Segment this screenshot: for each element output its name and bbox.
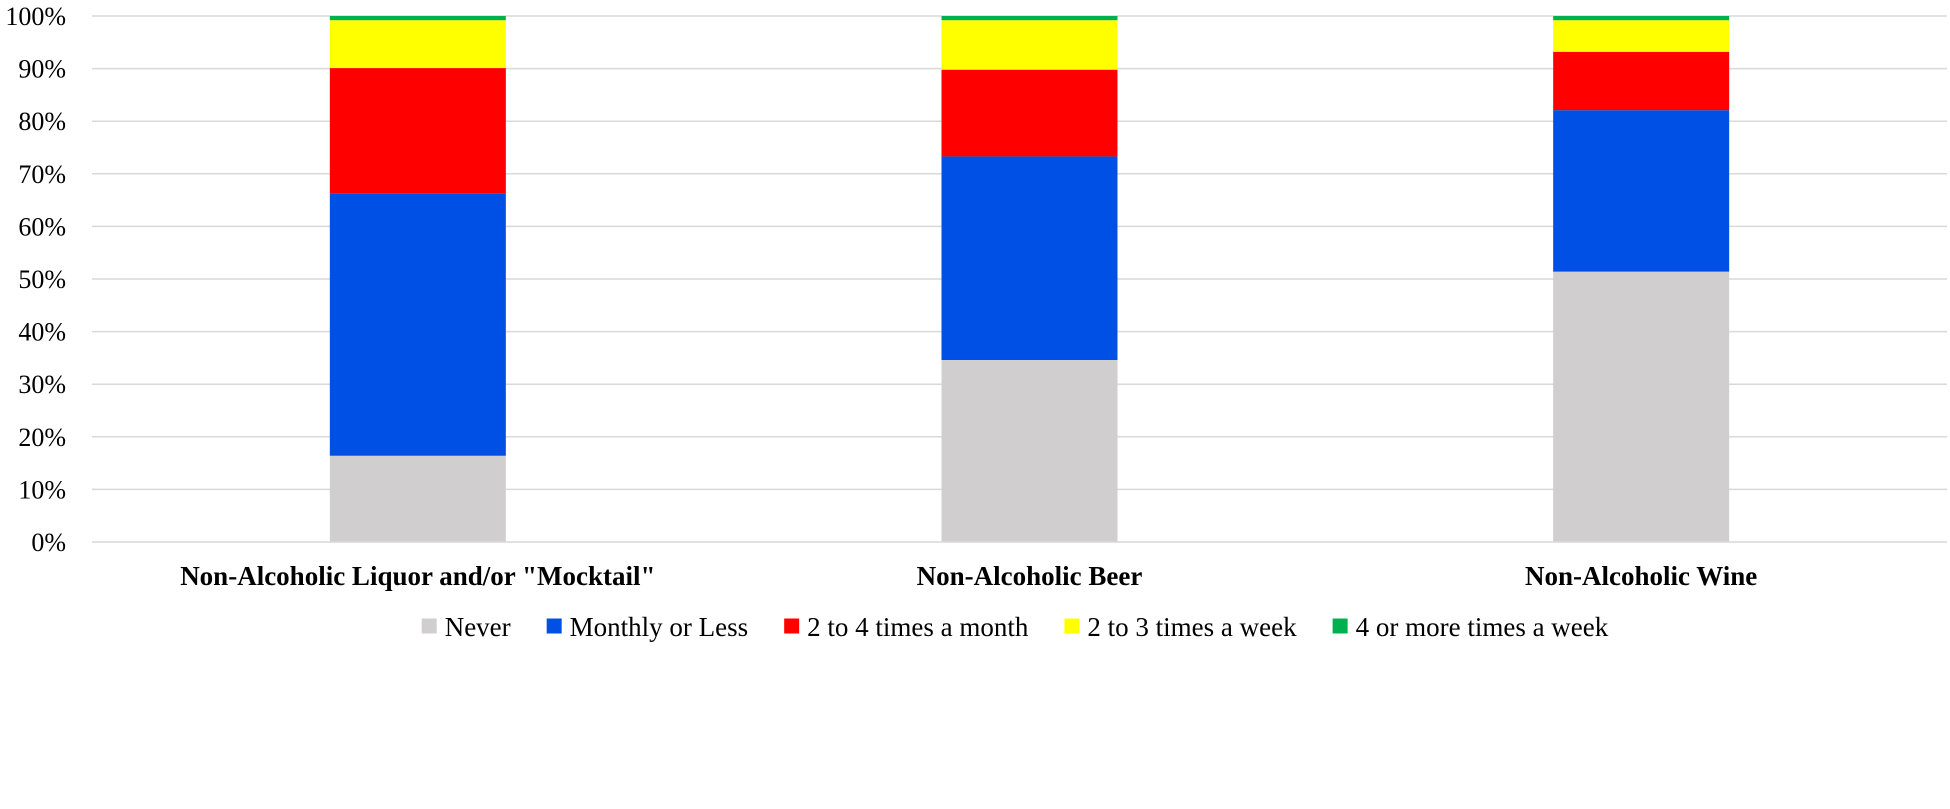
y-tick-label: 30% (18, 370, 66, 399)
bar-segment (329, 16, 506, 21)
y-tick-label: 20% (18, 423, 66, 452)
y-tick-label: 40% (18, 318, 66, 347)
legend-label: 2 to 3 times a week (1087, 612, 1297, 642)
legend-swatch (1064, 618, 1080, 634)
x-axis-category-labels: Non-Alcoholic Liquor and/or "Mocktail" No… (180, 561, 1757, 591)
bar-segment (941, 20, 1118, 70)
legend-swatch (1332, 618, 1348, 634)
legend-label: 2 to 4 times a month (807, 612, 1029, 642)
y-tick-label: 90% (18, 55, 66, 84)
bar-segment (329, 20, 506, 69)
bar-segment (941, 16, 1118, 21)
bar-segment (329, 68, 506, 194)
x-category-label: Non-Alcoholic Liquor and/or "Mocktail" (180, 561, 655, 591)
y-tick-label: 0% (31, 528, 66, 557)
legend-label: Monthly or Less (570, 612, 749, 642)
bar-segment (1553, 271, 1730, 542)
x-category-label: Non-Alcoholic Beer (917, 561, 1143, 591)
y-tick-label: 50% (18, 265, 66, 294)
x-category-label: Non-Alcoholic Wine (1525, 561, 1757, 591)
bar-segment (1553, 20, 1730, 52)
bar-segment (941, 69, 1118, 157)
bar-segment (1553, 110, 1730, 272)
legend-label: 4 or more times a week (1356, 612, 1609, 642)
bar-segment (941, 156, 1118, 361)
bars (329, 16, 1730, 542)
bar-segment (329, 193, 506, 456)
y-tick-label: 80% (18, 107, 66, 136)
legend-swatch (546, 618, 562, 634)
legend: Never Monthly or Less 2 to 4 times a month… (421, 612, 1609, 642)
y-tick-label: 10% (18, 475, 66, 504)
bar-segment (1553, 16, 1730, 21)
y-axis-tick-labels: 0% 10% 20% 30% 40% 50% 60% 70% 80% 90% 100% (5, 2, 66, 557)
bar-segment (329, 455, 506, 542)
y-tick-label: 60% (18, 212, 66, 241)
y-tick-label: 70% (18, 160, 66, 189)
legend-swatch (421, 618, 437, 634)
y-tick-label: 100% (5, 2, 66, 31)
bar-segment (1553, 51, 1730, 111)
bar-segment (941, 360, 1118, 542)
legend-swatch (784, 618, 800, 634)
legend-label: Never (445, 612, 511, 642)
